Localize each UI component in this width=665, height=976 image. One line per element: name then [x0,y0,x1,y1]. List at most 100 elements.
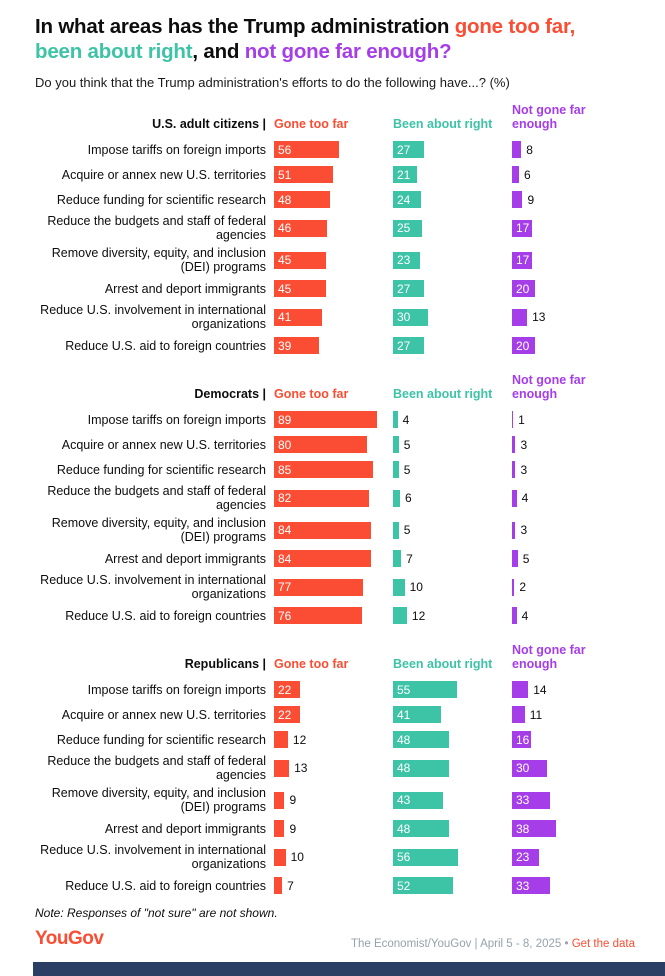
bar-cell-not-gone-far-enough: 17 [512,251,628,269]
bar-value: 6 [404,491,412,505]
category-label: Acquire or annex new U.S. territories [61,437,266,452]
category-label: Reduce funding for scientific research [56,192,266,207]
bar-value: 16 [516,732,530,747]
bar-cell-gone-too-far: 45 [274,280,390,297]
chart-row: Reduce funding for scientific research 48… [35,187,635,212]
bar-value: 9 [289,821,297,836]
category-label: Impose tariffs on foreign imports [87,412,266,427]
bar-value: 14 [533,682,547,697]
bar-value: 23 [516,850,530,864]
bar-not-gone-far-enough [512,791,551,809]
bar-not-gone-far-enough [512,436,516,453]
bar-value: 22 [278,682,292,697]
bar-cell-not-gone-far-enough: 38 [512,820,628,837]
bar-value: 56 [397,850,411,864]
panel-header: U.S. adult citizens | Gone too far Been ab… [35,103,635,131]
bar-cell-not-gone-far-enough: 8 [512,141,628,158]
chart-row: Arrest and deport immigrants 45 27 20 [35,276,635,301]
get-the-data-link[interactable]: Get the data [571,938,635,950]
bar-gone-too-far [274,607,363,624]
bar-cell-been-about-right: 12 [393,607,509,624]
bar-cell-not-gone-far-enough: 13 [512,308,628,326]
category-label: Acquire or annex new U.S. territories [61,707,266,722]
bar-cell-gone-too-far: 46 [274,219,390,237]
bar-cell-gone-too-far: 39 [274,337,390,354]
bar-value: 48 [278,192,292,207]
bar-gone-too-far [274,578,364,596]
bar-cell-not-gone-far-enough: 30 [512,759,628,777]
bar-gone-too-far [274,521,372,539]
bar-value: 3 [520,437,528,452]
bar-cell-gone-too-far: 9 [274,791,390,809]
bar-cell-gone-too-far: 22 [274,681,390,698]
bar-value: 4 [521,608,529,623]
bar-cell-not-gone-far-enough: 3 [512,436,628,453]
series-header-not-gone-far-enough: Not gone far enough [512,373,586,401]
bar-value: 33 [516,878,530,893]
bar-cell-been-about-right: 7 [393,550,509,567]
series-header-gone-too-far: Gone too far [274,387,349,401]
bar-cell-not-gone-far-enough: 5 [512,550,628,567]
bar-value: 55 [397,682,411,697]
chart-title: In what areas has the Trump administrati… [35,14,610,64]
bar-value: 84 [278,523,292,537]
bar-not-gone-far-enough [512,337,536,354]
bar-not-gone-far-enough [512,166,519,183]
chart-row: Acquire or annex new U.S. territories 22 4… [35,702,635,727]
series-header-not-gone-far-enough: Not gone far enough [512,643,586,671]
bar-cell-gone-too-far: 13 [274,759,390,777]
bar-not-gone-far-enough [512,550,518,567]
bar-cell-gone-too-far: 56 [274,141,390,158]
bar-not-gone-far-enough [512,681,529,698]
bar-been-about-right [393,436,399,453]
bar-value: 46 [278,221,292,235]
chart-row: Reduce U.S. aid to foreign countries 76 12… [35,603,635,628]
bar-value: 84 [278,551,292,566]
bar-not-gone-far-enough [512,877,551,894]
bar-been-about-right [393,489,400,507]
bar-cell-been-about-right: 6 [393,489,509,507]
bar-cell-been-about-right: 56 [393,848,509,866]
bar-cell-not-gone-far-enough: 14 [512,681,628,698]
bar-value: 48 [397,761,411,775]
panel-democrats: Democrats | Gone too far Been about right N… [35,373,635,628]
bar-value: 12 [411,608,426,623]
bar-value: 9 [289,793,297,807]
category-label: Reduce funding for scientific research [56,732,266,747]
chart-row: Reduce U.S. involvement in international… [35,571,635,603]
bar-not-gone-far-enough [512,607,517,624]
category-label: Reduce the budgets and staff of federal … [47,214,266,242]
bar-gone-too-far [274,706,300,723]
bar-value: 6 [523,167,531,182]
bar-gone-too-far [274,681,300,698]
bar-cell-gone-too-far: 45 [274,251,390,269]
bar-value: 45 [278,253,292,267]
bar-value: 7 [406,551,413,566]
category-label: Impose tariffs on foreign imports [87,142,266,157]
source-line: The Economist/YouGov | April 5 - 8, 2025… [351,938,635,950]
bar-been-about-right [393,848,458,866]
title-sep2: , and [192,40,245,63]
bar-gone-too-far [274,411,378,428]
bar-cell-been-about-right: 23 [393,251,509,269]
bar-not-gone-far-enough [512,578,515,596]
bar-been-about-right [393,191,421,208]
bar-value: 89 [278,412,292,427]
bar-been-about-right [393,141,425,158]
bar-value: 52 [397,878,411,893]
series-header-been-about-right: Been about right [393,657,493,671]
bar-cell-been-about-right: 21 [393,166,509,183]
bar-value: 21 [397,167,411,182]
bar-value: 4 [521,491,529,505]
series-header-gone-too-far: Gone too far [274,657,349,671]
bar-value: 43 [397,793,411,807]
bar-been-about-right [393,607,407,624]
bar-cell-not-gone-far-enough: 3 [512,521,628,539]
chart-row: Impose tariffs on foreign imports 56 27 8 [35,137,635,162]
bar-been-about-right [393,521,399,539]
bar-cell-been-about-right: 25 [393,219,509,237]
bar-value: 30 [516,761,530,775]
bar-value: 80 [278,437,292,452]
bar-value: 2 [519,580,526,594]
bar-gone-too-far [274,550,372,567]
